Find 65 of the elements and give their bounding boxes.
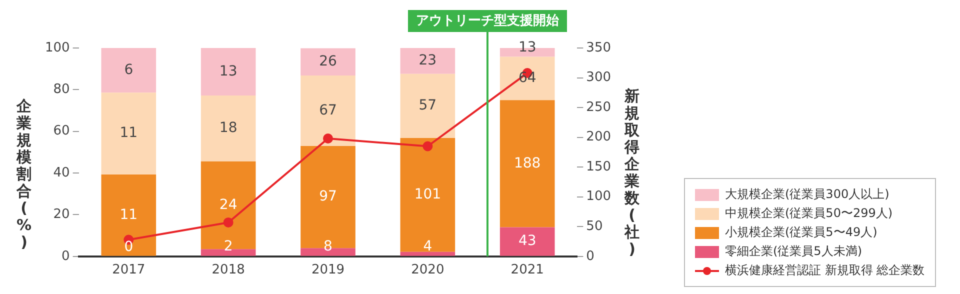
annotation: 57 <box>418 98 437 114</box>
bar <box>400 74 456 138</box>
y2-tick-label: 200 <box>586 130 612 145</box>
ref-line-label: アウトリーチ型支援開始 <box>416 13 560 28</box>
y-tick-label: 20 <box>53 207 70 222</box>
text: 新規取得企業数(社) <box>624 87 640 258</box>
legend-label: 零細企業(従業員5人未満) <box>725 243 862 260</box>
annotation: 101 <box>414 186 442 203</box>
y-tick-label: 60 <box>53 124 70 139</box>
bar <box>101 48 156 93</box>
y-tick-label: 40 <box>53 165 70 180</box>
bar <box>200 161 256 250</box>
bar <box>500 56 555 100</box>
y-tick-label: 100 <box>44 40 70 56</box>
annotation: 18 <box>219 120 238 136</box>
annotation: 13 <box>219 63 238 80</box>
point <box>223 217 234 228</box>
y-tick-label: 80 <box>53 82 70 98</box>
bar <box>300 48 356 76</box>
y2-tick-label: 150 <box>586 159 612 174</box>
bar <box>101 174 156 256</box>
annotation: 97 <box>319 188 337 205</box>
y-tick-label: 0 <box>62 248 70 264</box>
annotation: 188 <box>514 155 541 172</box>
y2-tick-label: 0 <box>586 248 594 264</box>
annotation: 24 <box>219 196 238 213</box>
y2-tick-label: 300 <box>586 70 612 86</box>
annotation: 0 <box>124 239 134 256</box>
y2-tick-label: 100 <box>586 189 612 204</box>
x-tick-label: 2018 <box>212 262 245 278</box>
annotation: 26 <box>319 54 337 70</box>
legend-label: 大規模企業(従業員300人以上) <box>725 186 890 203</box>
x-tick-label: 2017 <box>112 262 146 278</box>
annotation: 13 <box>518 39 536 56</box>
legend-label: 小規模企業(従業員5〜49人) <box>725 224 878 241</box>
y2-tick-label: 350 <box>586 40 612 56</box>
y2-tick-label: 50 <box>586 219 603 234</box>
annotation: 43 <box>518 233 536 250</box>
annotation: 8 <box>324 238 332 255</box>
annotation: 67 <box>319 102 337 118</box>
y2-tick-label: 250 <box>586 100 612 115</box>
annotation: 11 <box>120 125 138 142</box>
annotation: 2 <box>224 238 233 255</box>
x-tick-label: 2020 <box>411 262 444 278</box>
annotation: 11 <box>120 206 138 223</box>
bar <box>300 76 356 146</box>
point <box>323 134 333 144</box>
annotation: 4 <box>423 238 432 255</box>
annotation: 23 <box>418 52 437 69</box>
x-tick-label: 2021 <box>510 262 544 278</box>
legend-label: 中規模企業(従業員50〜299人) <box>725 205 893 222</box>
bar <box>400 138 456 252</box>
annotation: 6 <box>124 62 134 78</box>
point <box>422 141 433 152</box>
bar <box>200 48 256 96</box>
bar <box>200 96 256 162</box>
legend-label: 横浜健康経営認証 新規取得 総企業数 <box>725 262 925 279</box>
x-tick-label: 2019 <box>311 262 345 278</box>
bar <box>400 252 456 256</box>
bar <box>500 227 555 256</box>
bar <box>101 92 156 174</box>
text: 企業規模割合(%) <box>16 97 32 251</box>
bar <box>400 48 456 74</box>
bar <box>200 249 256 256</box>
bar <box>500 100 555 228</box>
